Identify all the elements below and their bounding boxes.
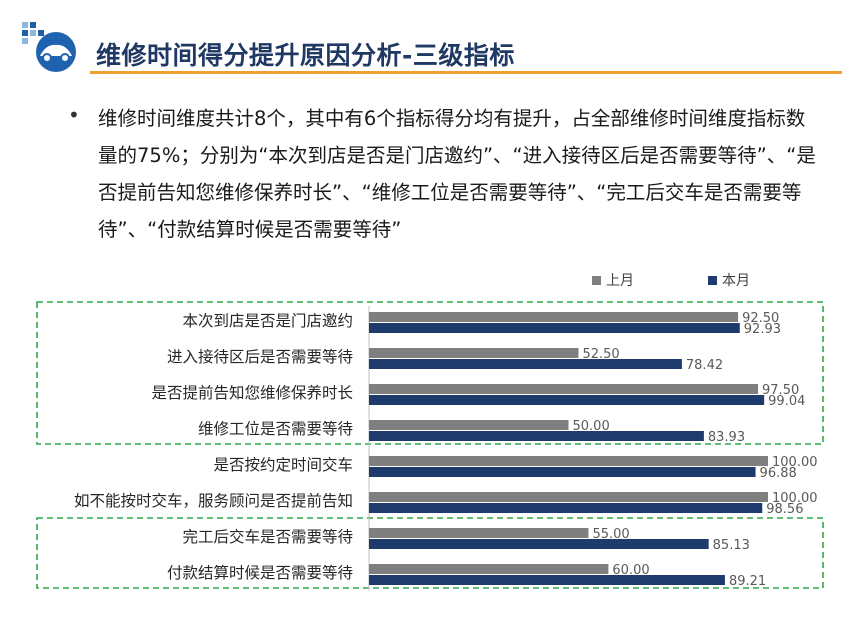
brand-logo — [22, 22, 76, 72]
data-label: 85.13 — [713, 538, 750, 553]
data-label: 96.88 — [760, 466, 797, 481]
data-label: 52.50 — [582, 347, 619, 362]
bar-this-month — [369, 467, 756, 477]
chart-bars — [368, 306, 768, 590]
data-label: 60.00 — [612, 563, 649, 578]
bar-this-month — [369, 359, 682, 369]
bar-this-month — [369, 323, 740, 333]
legend-label-2: 本月 — [722, 273, 750, 289]
bar-last-month — [369, 420, 569, 430]
bullet-icon: • — [68, 103, 80, 127]
data-label: 99.04 — [768, 394, 805, 409]
bar-this-month — [369, 431, 704, 441]
category-label: 是否按约定时间交车 — [213, 456, 353, 474]
category-label: 如不能按时交车，服务顾问是否提前告知 — [74, 492, 353, 510]
summary-paragraph: 维修时间维度共计8个，其中有6个指标得分均有提升，占全部维修时间维度指标数量的7… — [98, 107, 816, 241]
legend-swatch-1 — [592, 276, 601, 285]
category-label: 是否提前告知您维修保养时长 — [151, 384, 353, 402]
category-label: 本次到店是否是门店邀约 — [182, 312, 353, 330]
bar-last-month — [369, 348, 579, 358]
data-label: 50.00 — [573, 419, 610, 434]
category-label: 进入接待区后是否需要等待 — [167, 348, 353, 366]
data-label: 83.93 — [708, 430, 745, 445]
data-label: 100.00 — [772, 491, 818, 506]
data-label: 100.00 — [772, 455, 818, 470]
data-label: 92.93 — [744, 322, 781, 337]
data-label: 97.50 — [762, 383, 799, 398]
data-label: 89.21 — [729, 574, 766, 589]
bar-this-month — [369, 395, 765, 405]
category-labels: 本次到店是否是门店邀约进入接待区后是否需要等待是否提前告知您维修保养时长维修工位… — [74, 312, 353, 582]
bar-this-month — [369, 539, 709, 549]
category-label: 付款结算时候是否需要等待 — [167, 563, 353, 582]
data-label: 78.42 — [686, 358, 723, 373]
category-label: 完工后交车是否需要等待 — [182, 528, 353, 546]
data-label: 92.50 — [742, 311, 779, 326]
bar-last-month — [369, 312, 739, 322]
highlight-box-1 — [36, 301, 824, 445]
bar-last-month — [369, 492, 768, 502]
bar-chart: 上月 本月 本次到店是否是门店邀约进入接待区后是否需要等待是否提前告知您维修保养时… — [36, 273, 824, 590]
highlight-box-2 — [36, 517, 824, 589]
bar-last-month — [369, 456, 768, 466]
data-label: 98.56 — [766, 502, 803, 517]
data-label: 55.00 — [592, 527, 629, 542]
bar-this-month — [369, 503, 763, 513]
chart-legend: 上月 本月 — [592, 273, 750, 289]
bar-last-month — [369, 384, 759, 394]
legend-swatch-2 — [708, 276, 717, 285]
bar-this-month — [369, 575, 725, 585]
title-divider — [90, 71, 842, 74]
page-title: 维修时间得分提升原因分析-三级指标 — [96, 41, 515, 70]
highlight-boxes — [36, 301, 824, 589]
bar-last-month — [369, 564, 609, 574]
bar-last-month — [369, 528, 589, 538]
category-label: 维修工位是否需要等待 — [198, 420, 353, 438]
legend-label-1: 上月 — [606, 273, 634, 289]
